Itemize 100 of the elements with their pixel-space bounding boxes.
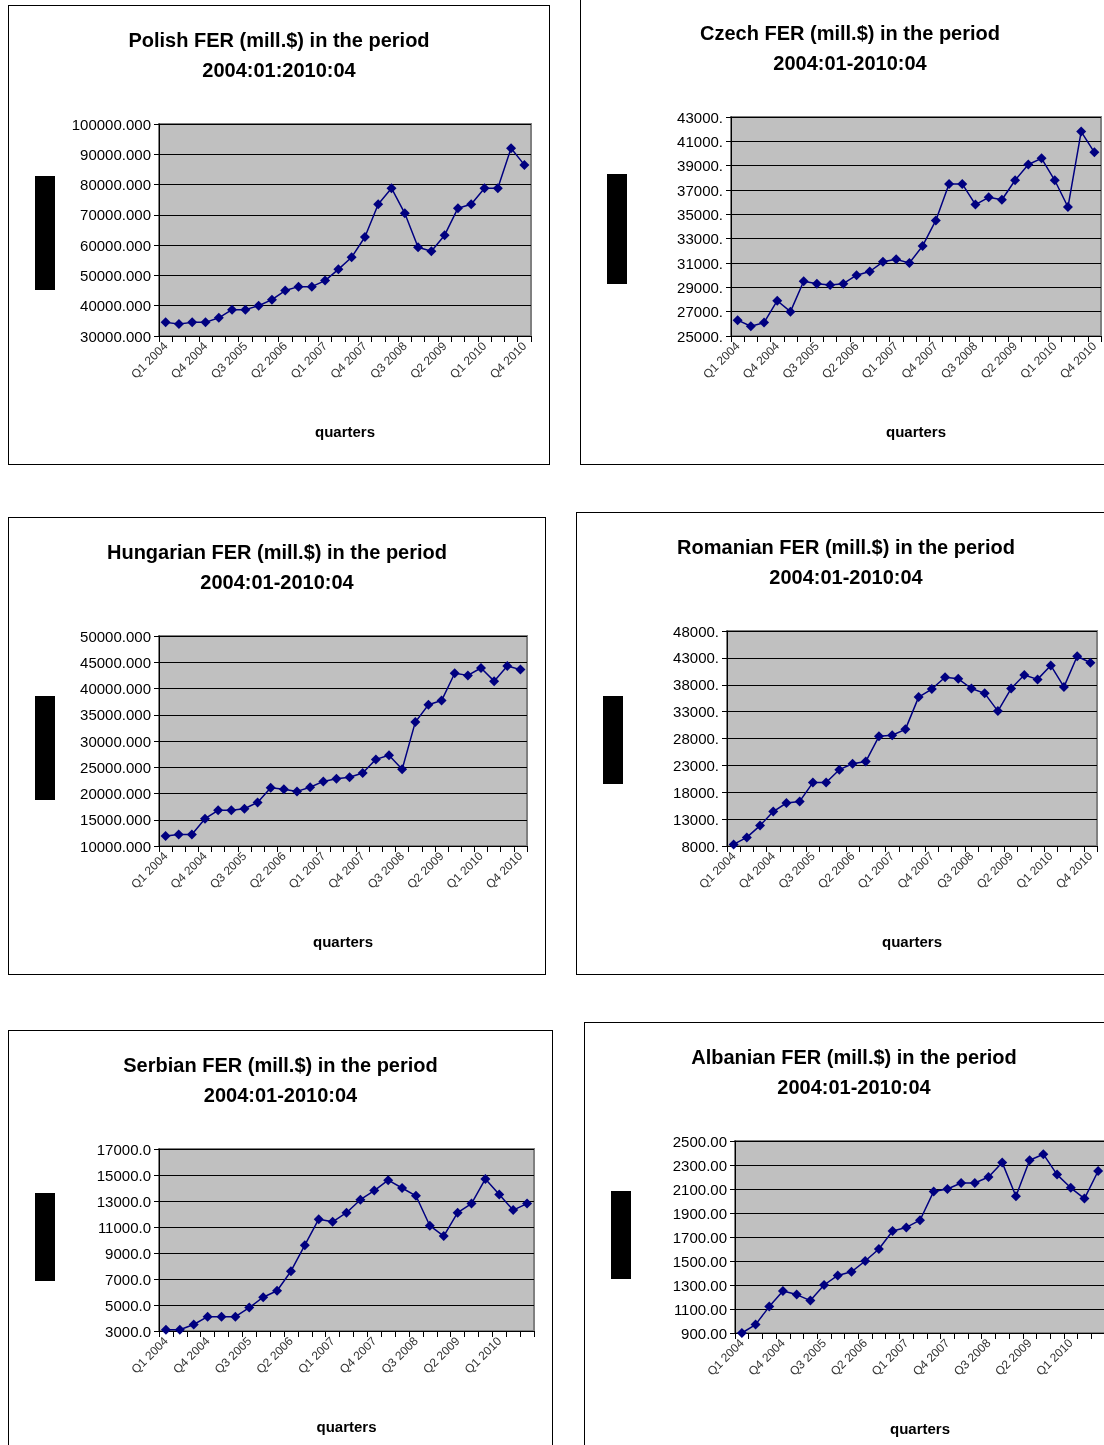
y-tick-label: 2100.00: [672, 1180, 727, 1198]
point: [252, 797, 263, 808]
point: [913, 692, 924, 703]
point: [838, 278, 849, 289]
point: [1019, 670, 1030, 681]
point: [969, 1178, 980, 1188]
point: [764, 1301, 775, 1312]
y-tick-label: 2300.00: [672, 1156, 727, 1174]
point: [266, 294, 277, 305]
point: [1032, 674, 1043, 685]
y-tick-label: 33000.: [677, 230, 723, 248]
y-tick-label: 60000.000: [80, 236, 151, 254]
point: [216, 1311, 227, 1322]
point: [188, 1319, 199, 1330]
point: [476, 663, 486, 674]
y-tick-label: 13000.0: [96, 1192, 151, 1210]
point: [439, 230, 450, 241]
point: [1089, 147, 1100, 158]
y-tick-label: 48000.: [673, 622, 719, 640]
point: [285, 1266, 296, 1277]
point: [213, 805, 224, 816]
point: [399, 208, 410, 219]
point: [515, 664, 526, 675]
y-tick-label: 900.00: [681, 1324, 727, 1342]
point: [970, 199, 981, 210]
y-tick-label: 37000.: [677, 181, 723, 199]
point: [1006, 683, 1017, 694]
point: [479, 183, 490, 194]
point: [306, 281, 317, 292]
y-tick-label: 7000.0: [105, 1270, 151, 1288]
y-tick-label: 90000.000: [80, 145, 151, 163]
point: [996, 194, 1007, 205]
point: [805, 1295, 816, 1306]
point: [466, 199, 477, 210]
point: [202, 1311, 213, 1322]
point: [292, 786, 302, 797]
point: [410, 1190, 421, 1201]
point: [452, 203, 463, 214]
x-axis-title: quarters: [316, 1418, 377, 1435]
y-tick-label: 29000.: [677, 278, 723, 296]
point: [239, 803, 250, 814]
point: [187, 317, 198, 328]
y-tick-label: 11000.0: [97, 1218, 151, 1236]
point: [160, 831, 171, 842]
point: [745, 321, 756, 332]
y-tick-label: 18000.: [673, 783, 719, 801]
point: [449, 668, 460, 679]
point: [230, 1311, 241, 1322]
point: [1058, 681, 1069, 692]
point: [983, 192, 994, 203]
y-tick-label: 15000.0: [96, 1166, 151, 1184]
point: [1065, 1182, 1076, 1193]
y-tick-label: 33000.: [673, 703, 719, 721]
point: [370, 754, 381, 765]
point: [462, 670, 473, 681]
point: [258, 1292, 269, 1303]
y-tick-label: 50000.000: [80, 627, 151, 645]
point: [253, 300, 264, 311]
point: [452, 1207, 463, 1218]
y-tick-label: 10000.000: [80, 837, 151, 855]
point: [424, 1220, 435, 1231]
y-tick-label: 40000.000: [80, 297, 151, 315]
point: [864, 266, 875, 277]
y-tick-label: 20000.000: [80, 785, 151, 802]
y-tick-label: 25000.000: [80, 758, 151, 776]
point: [1072, 651, 1083, 662]
y-tick-label: 23000.: [673, 756, 719, 774]
point: [900, 724, 911, 735]
point: [489, 676, 500, 687]
y-tick-label: 31000.: [677, 254, 723, 272]
point: [383, 1175, 394, 1186]
point: [846, 1266, 857, 1277]
point: [741, 832, 752, 843]
y-tick-label: 1300.00: [672, 1276, 727, 1294]
y-tick-label: 45000.000: [80, 653, 151, 671]
point: [979, 688, 990, 699]
y-tick-label: 9000.0: [105, 1244, 151, 1262]
point: [983, 1172, 994, 1182]
y-tick-label: 1500.00: [672, 1252, 727, 1270]
point: [791, 1289, 802, 1300]
point: [1076, 126, 1087, 137]
point: [732, 315, 743, 326]
point: [344, 772, 355, 783]
point: [318, 776, 329, 787]
y-tick-label: 13000.: [673, 810, 719, 828]
point: [480, 1173, 491, 1184]
y-tick-label: 30000.000: [80, 732, 151, 750]
point: [873, 1244, 884, 1254]
point: [173, 318, 184, 329]
point: [917, 240, 928, 251]
chart-title: Czech FER (mill.$) in the period 2004:01-2010:04: [699, 22, 1001, 74]
point: [904, 258, 915, 268]
point: [997, 1157, 1008, 1168]
x-axis-title: quarters: [881, 933, 943, 950]
y-tick-label: 25000.: [677, 327, 723, 345]
y-tick-label: 30000.000: [80, 327, 151, 345]
point: [928, 1186, 939, 1197]
x-axis-title: quarters: [885, 423, 947, 440]
point: [333, 264, 344, 275]
point: [1010, 175, 1021, 186]
